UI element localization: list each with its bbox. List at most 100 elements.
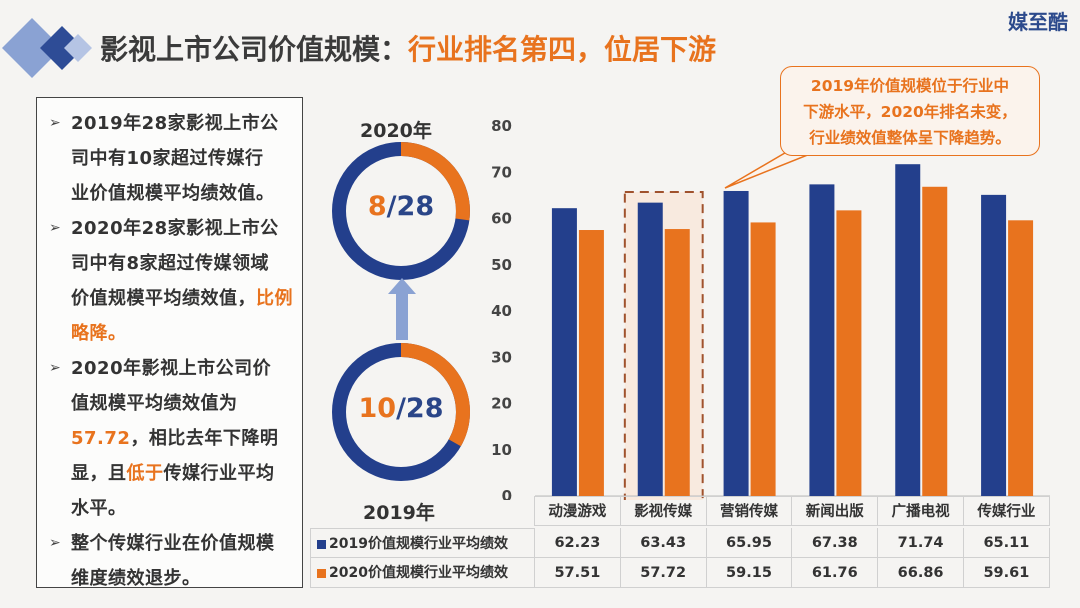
y-tick-label: 40 xyxy=(491,302,512,320)
data-label-2019: 63.43 xyxy=(620,528,707,558)
y-tick-label: 10 xyxy=(491,441,512,459)
donut-2019-num: 10 xyxy=(358,393,397,424)
donut-2020-den: /28 xyxy=(386,191,435,222)
bullet-1-line-3: 业价值规模平均绩效值。 xyxy=(71,183,275,204)
bullet-2-line-3: 价值规模平均绩效值， xyxy=(71,288,256,309)
highlight-box-yingshi xyxy=(623,191,704,500)
callout-pointer xyxy=(724,150,821,189)
data-label-2020: 66.86 xyxy=(878,558,964,588)
donut-2020 xyxy=(332,142,470,280)
bar-2019-3 xyxy=(809,184,835,496)
table-values-2020: 57.51 57.72 59.15 61.76 66.86 59.61 xyxy=(535,558,1050,588)
bar-2019-0 xyxy=(551,208,577,496)
data-label-2019: 65.11 xyxy=(963,528,1050,558)
bar-2019-4 xyxy=(895,164,921,496)
callout-box: 2019年价值规模位于行业中 下游水平，2020年排名未变， 行业绩效值整体呈下… xyxy=(780,66,1040,156)
bar-chart: 0 10 20 30 40 50 60 70 80 xyxy=(491,117,1050,500)
bullet-3-tail4: 水平。 xyxy=(71,498,127,519)
category-label: 广播电视 xyxy=(878,496,964,526)
callout-line-3: 行业绩效值整体呈下降趋势。 xyxy=(809,129,1011,147)
category-label: 新闻出版 xyxy=(792,496,879,526)
arrow-bullet-icon: ➢ xyxy=(49,115,62,131)
brand-logo: 媒至酷 xyxy=(1008,10,1068,34)
table-row-2020: 2020价值规模行业平均绩效 57.51 57.72 59.15 61.76 66.86… xyxy=(310,558,1050,588)
y-tick-label: 50 xyxy=(491,256,512,274)
bullet-3: ➢ 2020年影视上市公司价 值规模平均绩效值为 57.72，相比去年下降明 显… xyxy=(45,351,294,526)
donut-2019-share xyxy=(400,343,470,447)
category-label: 影视传媒 xyxy=(620,496,707,526)
bullet-3-tail3: 传媒行业平均 xyxy=(163,463,275,484)
legend-2019: 2019价值规模行业平均绩效 xyxy=(310,528,535,558)
bar-2020-3 xyxy=(836,210,862,497)
summary-panel: ➢ 2019年28家影视上市公 司中有10家超过传媒行 业价值规模平均绩效值。 … xyxy=(36,97,303,589)
up-arrow-icon xyxy=(388,278,416,340)
bar-2020-2 xyxy=(750,222,776,496)
callout-line-1: 2019年价值规模位于行业中 xyxy=(810,77,1010,95)
bullet-3-accent2: 低于 xyxy=(126,463,164,484)
table-values-2019: 62.23 63.43 65.95 67.38 71.74 65.11 xyxy=(535,528,1050,558)
data-label-2020: 57.51 xyxy=(535,558,621,588)
category-label: 营销传媒 xyxy=(706,496,793,526)
y-tick-label: 20 xyxy=(491,395,512,413)
legend-swatch-2019 xyxy=(317,539,326,549)
bullet-2-line-1: 2020年28家影视上市公 xyxy=(71,218,279,239)
bar-2019-2 xyxy=(723,190,749,496)
category-label: 动漫游戏 xyxy=(535,496,621,526)
bar-2020-1 xyxy=(664,229,690,497)
data-label-2020: 61.76 xyxy=(792,558,879,588)
arrow-bullet-icon: ➢ xyxy=(49,535,62,551)
bar-2019-5 xyxy=(981,194,1007,496)
bar-2020-0 xyxy=(578,230,604,497)
data-label-2020: 59.61 xyxy=(963,558,1050,588)
y-tick-label: 70 xyxy=(491,163,512,181)
donut-top-label: 2020年 xyxy=(360,120,432,142)
legend-2019-label: 2019价值规模行业平均绩效 xyxy=(329,536,508,552)
bullet-3-line-2: 值规模平均绩效值为 xyxy=(71,393,238,414)
y-tick-label: 60 xyxy=(491,210,512,228)
title-main: 影视上市公司价值规模： xyxy=(100,33,409,66)
data-table: 动漫游戏 影视传媒 营销传媒 新闻出版 广播电视 传媒行业 2019价值规模行业平均绩效 … xyxy=(310,496,1050,588)
arrow-bullet-icon: ➢ xyxy=(49,220,62,236)
legend-2020: 2020价值规模行业平均绩效 xyxy=(310,558,535,588)
bar-2019-1 xyxy=(637,202,663,496)
page-title: 影视上市公司价值规模：行业排名第四，位居下游 xyxy=(100,30,716,70)
donut-2020-share xyxy=(400,142,470,221)
bullet-4-line-2: 维度绩效退步。 xyxy=(71,568,201,589)
data-label-2019: 71.74 xyxy=(878,528,964,558)
bar-2020-5 xyxy=(1008,220,1034,496)
bullet-3-tail2: 显，且 xyxy=(71,463,127,484)
y-tick-label: 80 xyxy=(491,117,512,135)
legend-swatch-2020 xyxy=(317,568,326,578)
bullet-4: ➢ 整个传媒行业在价值规模 维度绩效退步。 xyxy=(45,526,294,596)
table-row-2019: 2019价值规模行业平均绩效 62.23 63.43 65.95 67.38 71.74… xyxy=(310,528,1050,558)
legend-2020-label: 2020价值规模行业平均绩效 xyxy=(329,565,508,581)
data-label-2019: 67.38 xyxy=(792,528,879,558)
donut-2019 xyxy=(332,343,470,481)
bullet-3-accent-num: 57.72 xyxy=(71,428,131,449)
bullet-2-line-2: 司中有8家超过传媒领域 xyxy=(71,253,270,274)
donut-2019-text: 10/28 xyxy=(341,393,461,424)
data-label-2019: 62.23 xyxy=(535,528,621,558)
bullet-4-line-1: 整个传媒行业在价值规模 xyxy=(71,533,275,554)
bullet-3-tail: ，相比去年下降明 xyxy=(130,428,279,449)
data-label-2020: 59.15 xyxy=(706,558,793,588)
data-label-2020: 57.72 xyxy=(620,558,707,588)
logo-diamonds-icon xyxy=(2,18,92,78)
table-header-cells: 动漫游戏 影视传媒 营销传媒 新闻出版 广播电视 传媒行业 xyxy=(535,496,1050,526)
callout-line-2: 下游水平，2020年排名未变， xyxy=(803,103,1017,121)
bar-2020-4 xyxy=(922,186,948,496)
bullet-1-line-2: 司中有10家超过传媒行 xyxy=(71,148,264,169)
table-corner xyxy=(310,496,535,526)
donut-2020-text: 8/28 xyxy=(341,191,461,222)
bullet-1: ➢ 2019年28家影视上市公 司中有10家超过传媒行 业价值规模平均绩效值。 xyxy=(45,106,294,211)
donut-bottom-label: 2019年 xyxy=(363,502,435,524)
bullet-1-line-1: 2019年28家影视上市公 xyxy=(71,113,279,134)
donut-2019-den: /28 xyxy=(396,393,444,424)
table-header-row: 动漫游戏 影视传媒 营销传媒 新闻出版 广播电视 传媒行业 xyxy=(310,496,1050,526)
arrow-bullet-icon: ➢ xyxy=(49,360,62,376)
bullet-2-accent: 比例略降。 xyxy=(71,288,293,344)
donut-2020-num: 8 xyxy=(367,191,387,222)
bullet-2: ➢ 2020年28家影视上市公 司中有8家超过传媒领域 价值规模平均绩效值，比例… xyxy=(45,211,294,351)
y-tick-label: 30 xyxy=(491,348,512,366)
category-label: 传媒行业 xyxy=(963,496,1050,526)
